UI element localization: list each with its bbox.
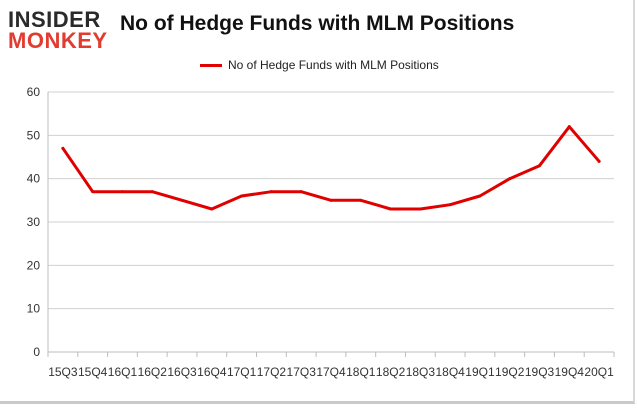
legend-swatch [200, 63, 222, 67]
data-point [418, 207, 422, 211]
data-point [478, 194, 482, 198]
data-point [329, 198, 333, 202]
series-line [61, 125, 601, 211]
x-tick-label: 18Q4 [435, 365, 465, 379]
insider-monkey-logo: INSIDER MONKEY [8, 8, 112, 54]
y-tick-label: 0 [33, 345, 40, 359]
data-point [567, 125, 571, 129]
x-tick-label: 19Q4 [555, 365, 585, 379]
x-tick-label: 15Q3 [48, 365, 78, 379]
data-point [210, 207, 214, 211]
x-tick-label: 17Q2 [257, 365, 287, 379]
logo-line-2: MONKEY [8, 28, 108, 53]
x-tick-label: 16Q1 [108, 365, 138, 379]
logo-line-1: INSIDER [8, 7, 101, 32]
data-point [150, 190, 154, 194]
data-point [538, 164, 542, 168]
data-point [120, 190, 124, 194]
y-tick-label: 40 [27, 172, 41, 186]
x-tick-label: 19Q1 [465, 365, 495, 379]
y-tick-label: 10 [27, 302, 41, 316]
x-tick-label: 18Q2 [376, 365, 406, 379]
x-tick-label: 19Q3 [525, 365, 555, 379]
data-point [508, 177, 512, 181]
chart-legend: No of Hedge Funds with MLM Positions [200, 57, 439, 73]
x-tick-label: 17Q4 [316, 365, 346, 379]
x-tick-label: 18Q3 [406, 365, 436, 379]
data-point [269, 190, 273, 194]
data-point [240, 194, 244, 198]
y-tick-label: 60 [27, 85, 41, 99]
x-tick-label: 20Q1 [584, 365, 614, 379]
data-point [359, 198, 363, 202]
data-point [597, 159, 601, 163]
data-point [448, 203, 452, 207]
x-tick-label: 16Q4 [197, 365, 227, 379]
y-tick-label: 20 [27, 258, 41, 272]
data-point [180, 198, 184, 202]
x-tick-label: 17Q3 [287, 365, 317, 379]
y-tick-label: 30 [27, 215, 41, 229]
x-tick-label: 18Q1 [346, 365, 376, 379]
legend-label: No of Hedge Funds with MLM Positions [228, 58, 439, 72]
x-tick-label: 16Q3 [167, 365, 197, 379]
data-point [389, 207, 393, 211]
x-tick-label: 15Q4 [78, 365, 108, 379]
y-tick-label: 50 [27, 128, 41, 142]
data-point [91, 190, 95, 194]
data-point [299, 190, 303, 194]
chart-title: No of Hedge Funds with MLM Positions [120, 12, 515, 35]
x-tick-label: 16Q2 [138, 365, 168, 379]
data-point [61, 146, 65, 150]
x-tick-label: 19Q2 [495, 365, 525, 379]
x-tick-label: 17Q1 [227, 365, 257, 379]
